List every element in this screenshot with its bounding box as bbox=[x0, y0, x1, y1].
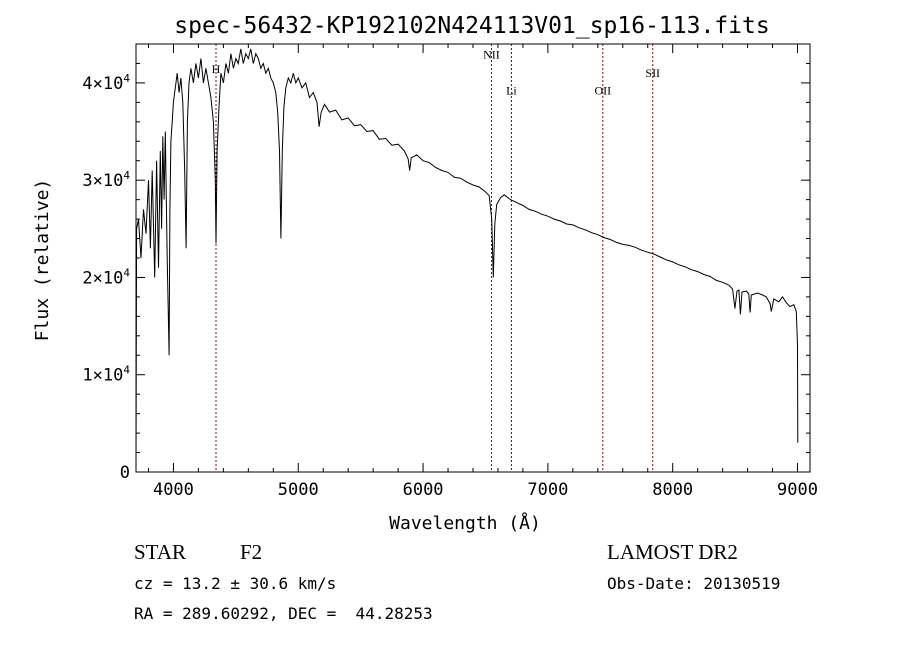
x-axis-label: Wavelength (Å) bbox=[389, 512, 541, 534]
obs-date: Obs-Date: 20130519 bbox=[607, 574, 780, 593]
x-tick-label: 4000 bbox=[153, 480, 194, 500]
y-tick-label: 2×104 bbox=[82, 266, 130, 288]
line-label-oii: OII bbox=[594, 84, 611, 98]
x-axis: 4000 5000 6000 7000 8000 9000 bbox=[147, 44, 818, 500]
x-tick-label: 8000 bbox=[652, 480, 693, 500]
y-tick-label: 0 bbox=[120, 463, 130, 483]
x-tick-label: 7000 bbox=[527, 480, 568, 500]
chart-title: spec-56432-KP192102N424113V01_sp16-113.f… bbox=[174, 13, 769, 39]
spectral-line-markers: H NII Li OII SII bbox=[212, 44, 660, 472]
y-axis-label: Flux (relative) bbox=[32, 179, 53, 342]
line-label-sii: SII bbox=[645, 66, 660, 80]
line-label-nii: NII bbox=[483, 48, 500, 62]
x-tick-label: 5000 bbox=[278, 480, 319, 500]
redshift-cz: cz = 13.2 ± 30.6 km/s bbox=[134, 574, 336, 593]
x-tick-label: 9000 bbox=[777, 480, 818, 500]
ra-dec: RA = 289.60292, DEC = 44.28253 bbox=[134, 604, 433, 623]
object-subclass: F2 bbox=[240, 540, 262, 564]
y-tick-label: 4×104 bbox=[82, 72, 130, 94]
y-tick-label: 3×104 bbox=[82, 169, 130, 191]
x-tick-label: 6000 bbox=[403, 480, 444, 500]
plot-frame bbox=[135, 43, 811, 473]
survey-name: LAMOST DR2 bbox=[607, 540, 738, 564]
object-type: STAR bbox=[134, 540, 186, 564]
line-label-h: H bbox=[212, 62, 221, 76]
line-label-li: Li bbox=[506, 84, 517, 98]
y-axis: 0 1×104 2×104 3×104 4×104 bbox=[82, 43, 810, 483]
spectrum-line bbox=[135, 48, 799, 473]
y-tick-label: 1×104 bbox=[82, 364, 130, 386]
